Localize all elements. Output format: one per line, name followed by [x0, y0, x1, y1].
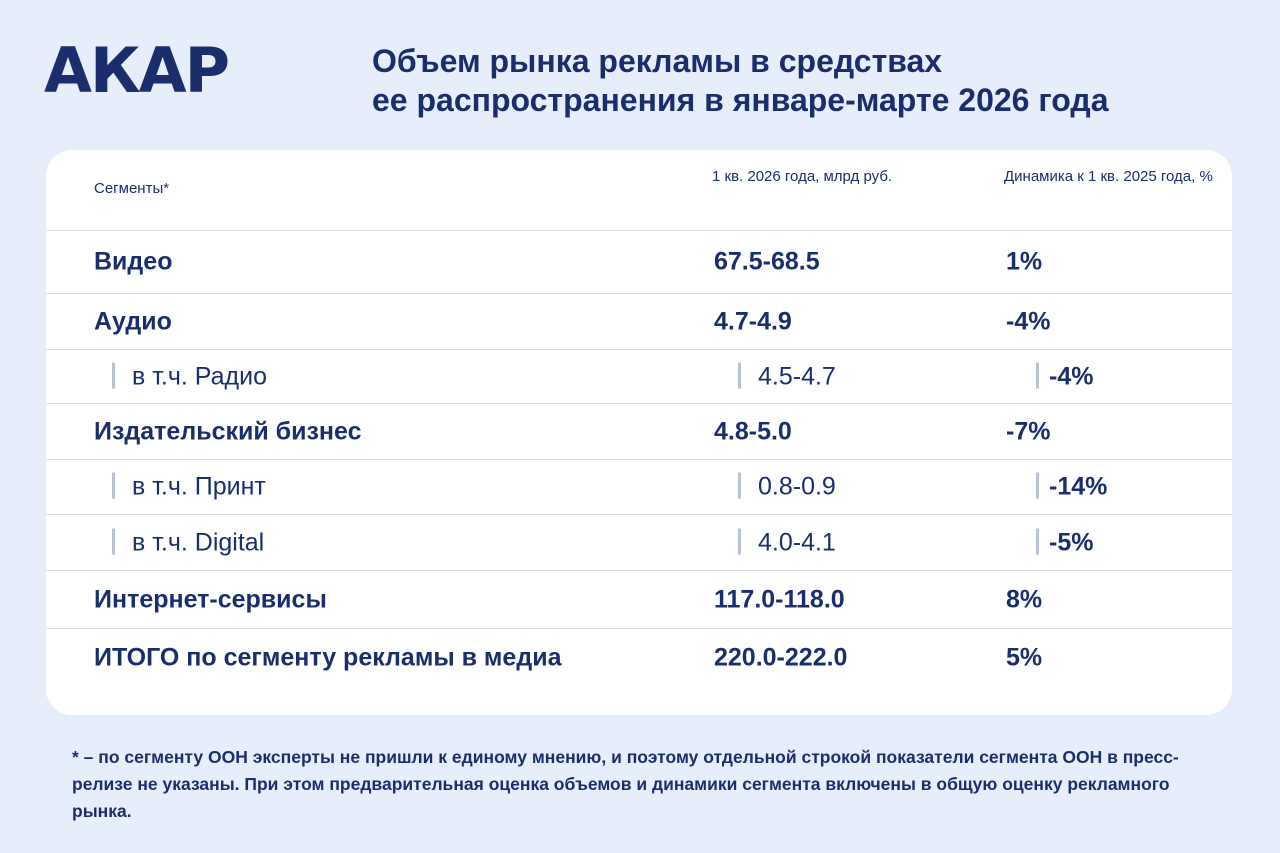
indent-bar [1036, 528, 1039, 555]
table-row-sub: в т.ч. Принт 0.8-0.9 -14% [46, 460, 1232, 515]
table-row-sub: в т.ч. Радио 4.5-4.7 -4% [46, 350, 1232, 404]
table-header: Сегменты* 1 кв. 2026 года, млрд руб. Дин… [46, 150, 1232, 231]
row-volume: 4.5-4.7 [738, 362, 836, 391]
row-segment: в т.ч. Принт [112, 473, 266, 502]
page-title: Объем рынка рекламы в средствах ее распр… [372, 42, 1252, 120]
table-row: Видео 67.5-68.5 1% [46, 231, 1232, 294]
row-volume: 4.7-4.9 [714, 307, 792, 335]
row-volume: 4.0-4.1 [738, 528, 836, 557]
row-volume: 0.8-0.9 [738, 473, 836, 502]
row-segment: в т.ч. Digital [112, 528, 264, 557]
row-dynamics: -5% [1036, 528, 1093, 557]
row-segment: ИТОГО по сегменту рекламы в медиа [94, 643, 562, 672]
indent-bar [738, 362, 741, 389]
header-segment: Сегменты* [94, 180, 170, 197]
indent-bar [1036, 362, 1039, 389]
table-row: Интернет-сервисы 117.0-118.0 8% [46, 571, 1232, 629]
row-volume: 67.5-68.5 [714, 247, 820, 276]
row-volume: 4.8-5.0 [714, 417, 792, 445]
akar-logo: АКАР [44, 34, 230, 107]
table-row-total: ИТОГО по сегменту рекламы в медиа 220.0-… [46, 629, 1232, 687]
title-line-2: ее распространения в январе-марте 2026 г… [372, 82, 1109, 118]
indent-bar [112, 362, 115, 389]
row-volume: 220.0-222.0 [714, 643, 848, 672]
table-row: Аудио 4.7-4.9 -4% [46, 294, 1232, 350]
indent-bar [112, 472, 115, 499]
row-dynamics: -7% [1006, 417, 1051, 445]
row-dynamics: -4% [1036, 362, 1093, 391]
table-card: Сегменты* 1 кв. 2026 года, млрд руб. Дин… [46, 150, 1232, 715]
row-dynamics: 5% [1006, 643, 1043, 672]
table-row: Издательский бизнес 4.8-5.0 -7% [46, 404, 1232, 460]
row-volume: 117.0-118.0 [714, 585, 845, 613]
footnote: * – по сегменту ООН эксперты не пришли к… [72, 747, 1179, 821]
indent-bar [112, 528, 115, 555]
row-segment: Интернет-сервисы [94, 585, 327, 613]
row-dynamics: -14% [1036, 473, 1107, 502]
indent-bar [1036, 472, 1039, 499]
row-segment: Издательский бизнес [94, 417, 362, 445]
row-dynamics: 8% [1006, 585, 1043, 613]
row-segment: Видео [94, 247, 173, 276]
row-segment: в т.ч. Радио [112, 362, 267, 391]
row-segment: Аудио [94, 307, 172, 335]
table-row-sub: в т.ч. Digital 4.0-4.1 -5% [46, 515, 1232, 571]
indent-bar [738, 528, 741, 555]
row-dynamics: -4% [1006, 307, 1051, 335]
indent-bar [738, 472, 741, 499]
row-dynamics: 1% [1006, 247, 1043, 276]
header-dynamics: Динамика к 1 кв. 2025 года, % [1004, 168, 1213, 185]
header-volume: 1 кв. 2026 года, млрд руб. [712, 168, 893, 185]
title-line-1: Объем рынка рекламы в средствах [372, 43, 943, 79]
